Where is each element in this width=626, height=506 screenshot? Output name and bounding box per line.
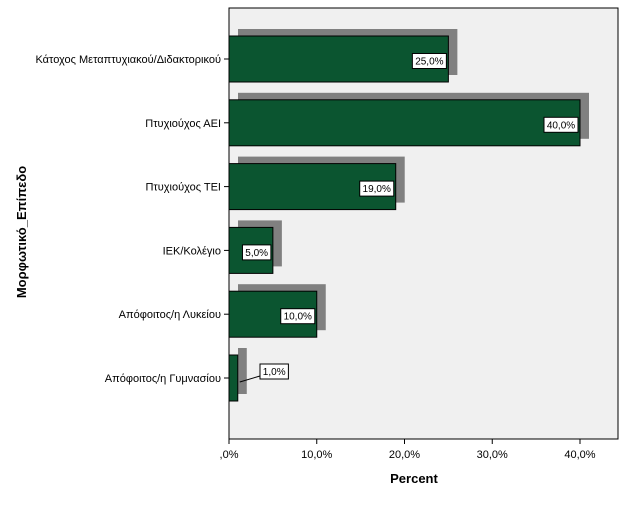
data-label: 25,0% bbox=[415, 57, 443, 68]
data-label-box bbox=[543, 116, 579, 133]
bar-shadow bbox=[238, 348, 247, 394]
category-label: Πτυχιούχος ΑΕΙ bbox=[145, 118, 221, 130]
data-label-box bbox=[280, 308, 316, 325]
data-label: 40,0% bbox=[547, 120, 575, 131]
data-label: 1,0% bbox=[263, 367, 286, 378]
category-label: Απόφοιτος/η Λυκείου bbox=[119, 309, 221, 321]
data-label: 5,0% bbox=[245, 248, 268, 259]
x-tick-label: 10,0% bbox=[301, 449, 332, 461]
category-label: ΙΕΚ/Κολέγιο bbox=[163, 245, 221, 257]
data-label-box bbox=[259, 363, 289, 380]
x-tick-label: 40,0% bbox=[564, 449, 595, 461]
y-axis-title: Μορφωτικό_Επίπεδο bbox=[14, 166, 29, 298]
category-label: Πτυχιούχος ΤΕΙ bbox=[145, 182, 221, 194]
data-label-leader bbox=[239, 375, 261, 383]
x-tick-label: 20,0% bbox=[389, 449, 420, 461]
bar bbox=[228, 99, 581, 147]
category-label: Απόφοιτος/η Γυμνασίου bbox=[105, 373, 221, 385]
bar bbox=[228, 35, 449, 83]
data-label-box bbox=[411, 53, 447, 69]
category-label: Κάτοχος Μεταπτυχιακού/Διδακτορικού bbox=[35, 54, 221, 66]
x-tick-label: 30,0% bbox=[477, 449, 508, 461]
x-axis-title: Percent bbox=[390, 471, 438, 486]
data-label-box bbox=[359, 180, 395, 197]
bar bbox=[228, 354, 239, 402]
data-label: 10,0% bbox=[284, 312, 312, 323]
data-label: 19,0% bbox=[363, 184, 391, 195]
data-label-box bbox=[241, 244, 272, 261]
x-tick-label: ,0% bbox=[220, 449, 239, 461]
